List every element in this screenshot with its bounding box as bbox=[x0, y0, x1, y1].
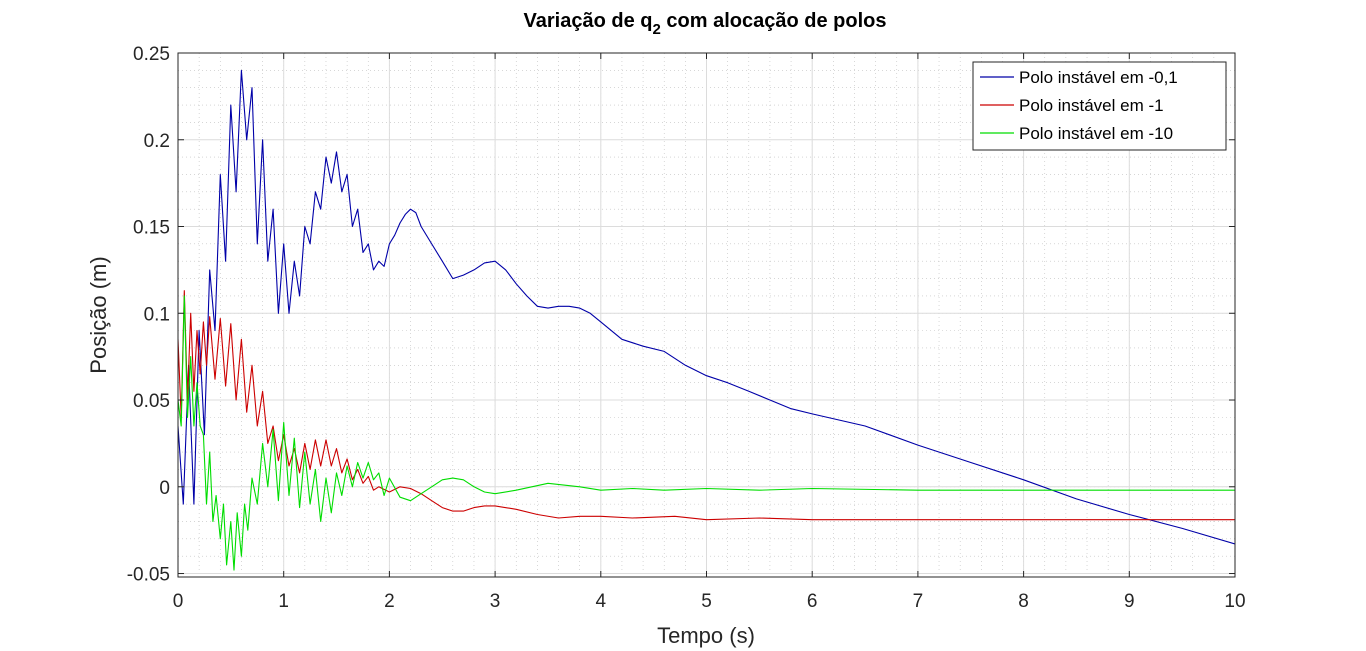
legend-label-2: Polo instável em -1 bbox=[1019, 96, 1164, 115]
chart-title-main: Variação de q bbox=[524, 10, 653, 32]
x-tick-label: 5 bbox=[701, 591, 712, 612]
legend-box bbox=[972, 61, 1227, 151]
x-tick-label: 8 bbox=[1018, 591, 1029, 612]
legend-items: Polo instável em -0,1 Polo instável em -1… bbox=[980, 68, 1178, 143]
series-line-3 bbox=[178, 295, 1235, 571]
chart-title-rest: com alocação de polos bbox=[661, 10, 887, 32]
y-tick-label: 0 bbox=[159, 478, 170, 499]
y-tick-labels: -0.05 0 0.05 0.1 0.15 0.2 0.25 bbox=[127, 44, 170, 586]
legend-label-1: Polo instável em -0,1 bbox=[1019, 68, 1178, 87]
y-tick-label: 0.1 bbox=[144, 304, 170, 325]
x-tick-label: 10 bbox=[1224, 591, 1245, 612]
y-tick-label: 0.05 bbox=[133, 391, 170, 412]
x-tick-label: 9 bbox=[1124, 591, 1135, 612]
chart-title: Variação de q2 com alocação de polos bbox=[524, 10, 887, 38]
y-tick-label: 0.15 bbox=[133, 218, 170, 239]
y-axis-label: Posição (m) bbox=[86, 256, 111, 373]
x-tick-label: 1 bbox=[278, 591, 289, 612]
y-tick-label: -0.05 bbox=[127, 565, 170, 586]
x-tick-label: 6 bbox=[807, 591, 818, 612]
series-layer bbox=[178, 69, 1235, 571]
x-tick-label: 2 bbox=[384, 591, 395, 612]
x-tick-label: 0 bbox=[173, 591, 184, 612]
x-tick-labels: 0 1 2 3 4 5 6 7 8 9 10 bbox=[173, 591, 1246, 612]
legend: Polo instável em -0,1 Polo instável em -1… bbox=[972, 61, 1227, 151]
series-line-2 bbox=[178, 290, 1235, 521]
series-line-1 bbox=[178, 69, 1235, 545]
axis-ticks bbox=[177, 52, 1236, 577]
x-tick-label: 7 bbox=[913, 591, 924, 612]
series-lines bbox=[178, 69, 1235, 571]
chart-title-subscript: 2 bbox=[653, 21, 661, 38]
x-axis-label: Tempo (s) bbox=[657, 623, 755, 648]
legend-label-3: Polo instável em -10 bbox=[1019, 124, 1173, 143]
x-tick-label: 4 bbox=[596, 591, 607, 612]
y-tick-label: 0.25 bbox=[133, 44, 170, 65]
y-tick-label: 0.2 bbox=[144, 131, 170, 152]
x-tick-label: 3 bbox=[490, 591, 501, 612]
